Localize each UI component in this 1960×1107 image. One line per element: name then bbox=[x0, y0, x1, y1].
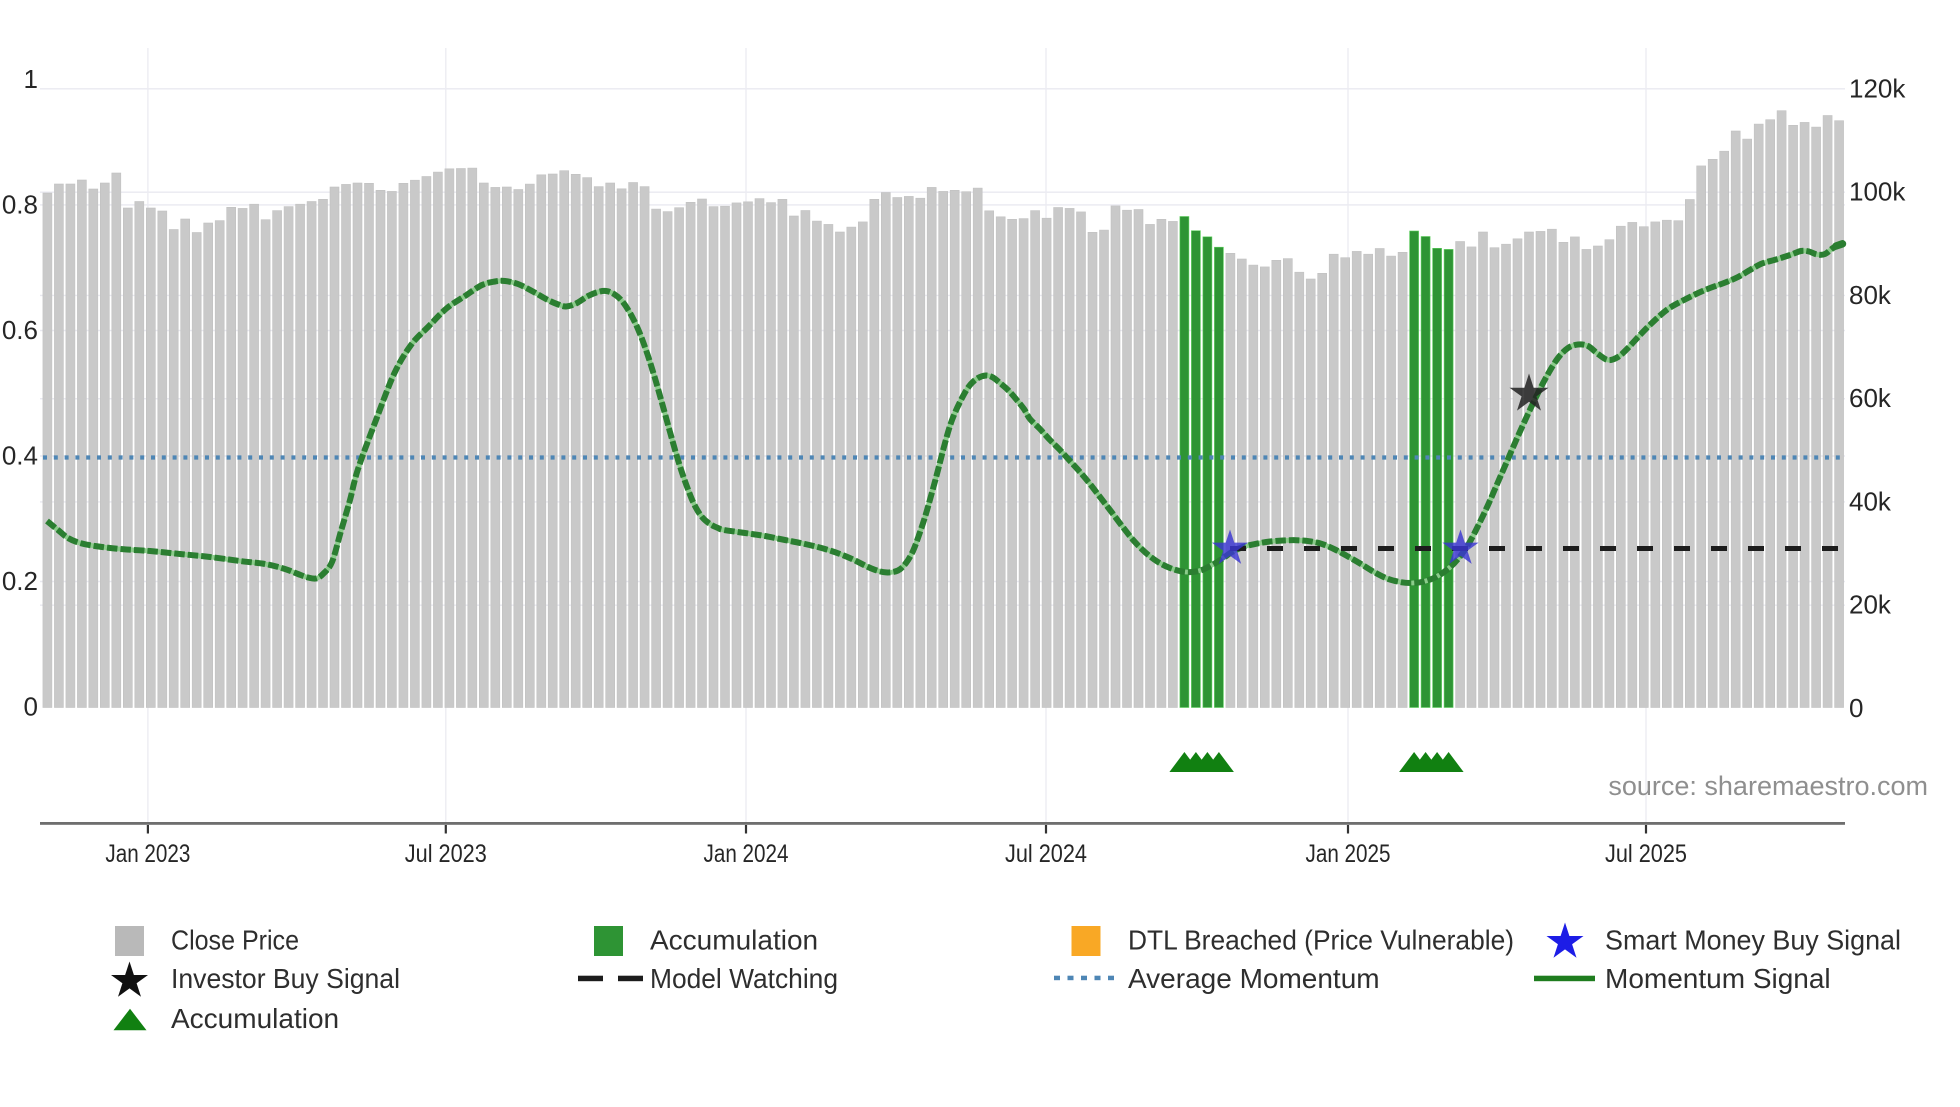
svg-text:source: sharemaestro.com: source: sharemaestro.com bbox=[1608, 771, 1928, 801]
svg-text:Accumulation: Accumulation bbox=[650, 925, 818, 956]
svg-text:1: 1 bbox=[24, 64, 38, 94]
svg-text:Close Price: Close Price bbox=[171, 925, 299, 956]
svg-text:0: 0 bbox=[24, 692, 38, 722]
svg-text:0.2: 0.2 bbox=[2, 566, 38, 596]
svg-text:60k: 60k bbox=[1849, 383, 1892, 413]
svg-text:Jul 2024: Jul 2024 bbox=[1005, 840, 1087, 868]
svg-text:DTL Breached (Price Vulnerable: DTL Breached (Price Vulnerable) bbox=[1128, 925, 1514, 956]
svg-text:40k: 40k bbox=[1849, 486, 1892, 516]
svg-text:Investor Buy Signal: Investor Buy Signal bbox=[171, 963, 400, 994]
svg-text:Momentum Signal: Momentum Signal bbox=[1605, 963, 1831, 994]
svg-text:0.8: 0.8 bbox=[2, 189, 38, 219]
svg-text:20k: 20k bbox=[1849, 590, 1892, 620]
svg-text:0: 0 bbox=[1849, 693, 1863, 723]
svg-text:Average Momentum: Average Momentum bbox=[1128, 963, 1380, 994]
svg-text:Model Watching: Model Watching bbox=[650, 963, 838, 994]
svg-text:Accumulation: Accumulation bbox=[171, 1003, 339, 1034]
svg-text:Jul 2025: Jul 2025 bbox=[1605, 840, 1687, 868]
svg-text:80k: 80k bbox=[1849, 280, 1892, 310]
svg-text:Jul 2023: Jul 2023 bbox=[405, 840, 487, 868]
svg-text:120k: 120k bbox=[1849, 73, 1906, 103]
svg-text:0.6: 0.6 bbox=[2, 315, 38, 345]
svg-text:100k: 100k bbox=[1849, 177, 1906, 207]
svg-text:0.4: 0.4 bbox=[2, 441, 38, 471]
svg-text:Smart Money Buy Signal: Smart Money Buy Signal bbox=[1605, 925, 1901, 956]
svg-text:Jan 2025: Jan 2025 bbox=[1306, 840, 1391, 868]
svg-text:Jan 2023: Jan 2023 bbox=[105, 840, 190, 868]
svg-text:Jan 2024: Jan 2024 bbox=[704, 840, 789, 868]
